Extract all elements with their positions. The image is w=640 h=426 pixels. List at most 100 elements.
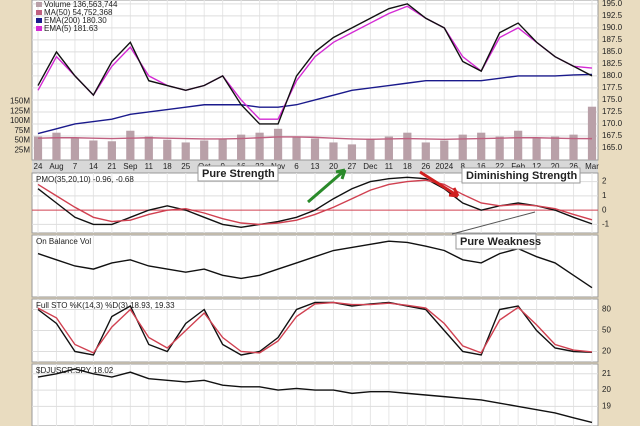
series-line xyxy=(37,240,593,289)
x-tick-label: Mar xyxy=(585,162,599,171)
volume-bar xyxy=(107,141,116,160)
panel-title: Full STO %K(14,3) %D(3) 18.93, 19.33 xyxy=(36,301,175,310)
x-tick-label: 11 xyxy=(145,162,154,171)
y-tick-label: 170.0 xyxy=(602,119,623,128)
volume-bar xyxy=(532,138,541,160)
series-line xyxy=(37,5,593,120)
volume-bar xyxy=(273,128,283,160)
volume-bar xyxy=(70,138,80,160)
volume-bar xyxy=(329,142,338,160)
y-tick-label: 167.5 xyxy=(602,131,623,140)
volume-bar xyxy=(347,144,357,160)
legend-label: Volume 136,563,744 xyxy=(44,0,118,9)
y2-tick-label: 100M xyxy=(10,116,30,125)
y-tick-label: 182.5 xyxy=(602,59,623,68)
x-tick-label: Feb xyxy=(511,162,525,171)
volume-bar xyxy=(144,136,153,160)
x-tick-label: 18 xyxy=(163,162,172,171)
y2-tick-label: 150M xyxy=(10,97,30,106)
volume-bar xyxy=(163,139,172,160)
series-line xyxy=(37,179,593,226)
volume-bar xyxy=(569,134,578,160)
series-line xyxy=(37,301,593,356)
y-tick-label: 192.5 xyxy=(602,11,623,20)
volume-bar xyxy=(310,138,320,160)
volume-bar xyxy=(366,138,375,160)
x-tick-label: 11 xyxy=(385,162,394,171)
x-tick-label: Dec xyxy=(363,162,377,171)
panel-title: On Balance Vol xyxy=(36,237,91,246)
volume-bar xyxy=(126,130,135,160)
x-tick-label: 2024 xyxy=(435,162,453,171)
y-tick-label: 180.0 xyxy=(602,71,623,80)
volume-bar xyxy=(495,136,504,160)
annotation-box xyxy=(197,165,279,182)
annotation: Diminishing Strength xyxy=(466,170,578,182)
x-tick-label: 18 xyxy=(403,162,412,171)
y-tick-label: 172.5 xyxy=(602,107,623,116)
y-tick-label: 20 xyxy=(602,347,611,356)
legend-swatch xyxy=(36,18,42,23)
volume-bar xyxy=(587,106,597,160)
volume-bar xyxy=(181,142,190,160)
volume-bar xyxy=(52,132,61,160)
volume-bar xyxy=(89,140,98,160)
volume-bar xyxy=(440,140,449,160)
volume-bar xyxy=(514,130,523,160)
x-tick-label: 13 xyxy=(311,162,320,171)
y-tick-label: 20 xyxy=(602,385,611,394)
volume-bar xyxy=(237,134,246,160)
y-tick-label: 187.5 xyxy=(602,35,623,44)
x-tick-label: 26 xyxy=(421,162,430,171)
legend-swatch xyxy=(36,26,42,31)
arrow xyxy=(419,170,460,198)
panel-title: $DJUSCR:SPY 18.02 xyxy=(36,366,114,375)
x-tick-label: 20 xyxy=(551,162,560,171)
volume-bar xyxy=(218,138,227,160)
y-tick-label: 2 xyxy=(602,177,607,186)
y-tick-label: 50 xyxy=(602,326,611,335)
y-tick-label: 195.0 xyxy=(602,0,623,8)
annotation-box xyxy=(455,233,537,250)
annotation: Pure Weakness xyxy=(460,236,541,248)
volume-bar xyxy=(403,132,412,160)
volume-bar xyxy=(477,132,486,160)
x-tick-label: 16 xyxy=(477,162,486,171)
volume-bar xyxy=(255,132,264,160)
series-line xyxy=(37,73,593,135)
y-tick-label: 175.0 xyxy=(602,95,623,104)
y2-tick-label: 75M xyxy=(14,126,30,135)
x-tick-label: 12 xyxy=(532,162,541,171)
annotation-box xyxy=(461,167,581,184)
y-tick-label: 165.0 xyxy=(602,143,623,152)
y-tick-label: 80 xyxy=(602,305,611,314)
y2-tick-label: 50M xyxy=(14,136,30,145)
y-tick-label: 0 xyxy=(602,205,607,214)
volume-bar xyxy=(550,136,560,160)
x-tick-label: 25 xyxy=(181,162,190,171)
x-tick-label: 24 xyxy=(34,162,43,171)
volume-bar xyxy=(33,136,43,160)
volume-bar xyxy=(384,136,393,160)
series-line xyxy=(37,136,593,141)
legend-label: EMA(5) 181.63 xyxy=(44,24,98,33)
legend-swatch xyxy=(36,10,42,15)
x-tick-label: 22 xyxy=(495,162,504,171)
y2-tick-label: 25M xyxy=(14,145,30,154)
x-tick-label: 21 xyxy=(107,162,116,171)
legend-swatch xyxy=(36,2,42,7)
panel-title: PMO(35,20,10) -0.96, -0.68 xyxy=(36,175,134,184)
arrow xyxy=(307,168,347,204)
annotation: Pure Strength xyxy=(202,168,275,180)
y-tick-label: -1 xyxy=(602,220,610,229)
x-axis-band xyxy=(32,160,598,173)
y-tick-label: 177.5 xyxy=(602,83,623,92)
x-tick-label: 27 xyxy=(347,162,356,171)
x-tick-label: 14 xyxy=(89,162,98,171)
y2-tick-label: 125M xyxy=(10,106,30,115)
y-tick-label: 21 xyxy=(602,369,611,378)
legend-label: EMA(200) 180.30 xyxy=(44,16,107,25)
series-line xyxy=(37,368,593,424)
arrow xyxy=(451,211,536,235)
